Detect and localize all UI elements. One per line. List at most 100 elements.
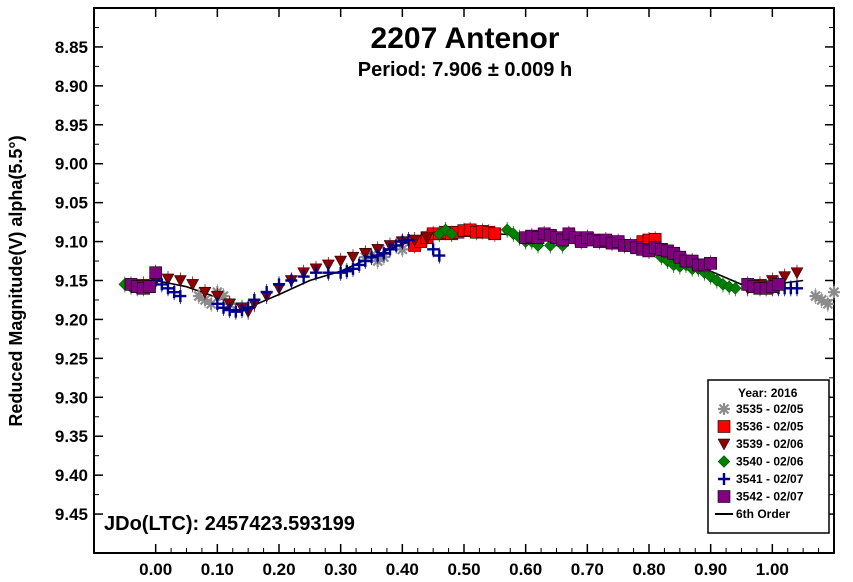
data-point	[346, 251, 360, 264]
data-point	[242, 301, 255, 314]
x-tick-label: 0.30	[324, 560, 357, 579]
data-point	[340, 265, 353, 278]
legend-label: 3540 - 02/06	[736, 455, 804, 469]
data-point	[500, 223, 514, 237]
y-tick-label: 9.35	[55, 427, 88, 446]
chart-title: 2207 Antenor	[371, 22, 560, 55]
data-point	[205, 297, 218, 310]
data-point	[402, 234, 415, 247]
data-point	[359, 255, 372, 268]
data-point	[217, 290, 230, 303]
data-point	[815, 293, 828, 306]
data-point	[198, 286, 212, 299]
y-tick-label: 9.30	[55, 388, 88, 407]
data-point	[427, 243, 440, 256]
y-tick-label: 9.20	[55, 310, 88, 329]
x-tick-label: 0.70	[571, 560, 604, 579]
legend-marker	[717, 455, 731, 468]
data-point	[384, 243, 396, 256]
data-point	[192, 290, 205, 303]
x-tick-label: 0.60	[509, 560, 542, 579]
data-point	[162, 282, 174, 295]
data-point	[217, 301, 230, 314]
legend-title: Year: 2016	[738, 386, 798, 400]
data-point	[809, 290, 822, 303]
y-tick-label: 9.05	[55, 194, 88, 213]
x-tick-label: 0.80	[632, 560, 665, 579]
data-points-layer	[118, 221, 840, 320]
x-tick-label: 0.40	[386, 560, 419, 579]
data-point	[211, 297, 224, 310]
x-tick-label: 0.00	[139, 560, 172, 579]
data-point	[445, 227, 459, 241]
data-point	[371, 249, 384, 262]
data-point	[229, 305, 242, 318]
y-tick-label: 9.15	[55, 272, 88, 291]
y-tick-label: 9.40	[55, 466, 88, 485]
data-point	[488, 227, 502, 241]
legend-marker	[717, 420, 731, 433]
data-point	[186, 279, 200, 291]
x-tick-label: 0.20	[262, 560, 295, 579]
data-point	[778, 271, 792, 284]
data-point	[174, 290, 187, 303]
data-point	[791, 282, 803, 295]
legend-label: 3541 - 02/07	[736, 472, 804, 486]
data-point	[420, 232, 434, 245]
legend-marker	[718, 473, 730, 485]
data-point	[347, 262, 359, 275]
data-point	[377, 247, 390, 260]
x-tick-label: 1.00	[756, 560, 789, 579]
data-point	[168, 286, 181, 299]
y-tick-label: 9.10	[55, 233, 88, 252]
data-point	[248, 293, 261, 306]
data-point	[334, 255, 348, 268]
data-point	[285, 274, 298, 287]
data-point	[365, 251, 378, 264]
x-axis-ticks: 0.00 0.10 0.20 0.30 0.40 0.50 0.60 0.70 0.80 0.90…	[139, 8, 820, 579]
data-point	[790, 267, 804, 280]
legend: Year: 2016 3535 - 02/05 3536 - 02/05 3539 …	[707, 379, 830, 534]
jdo-annotation: JDo(LTC): 2457423.593199	[104, 513, 355, 535]
data-point	[161, 273, 175, 286]
legend-marker	[718, 403, 730, 415]
y-tick-label: 9.00	[55, 155, 88, 174]
data-point	[390, 239, 403, 252]
data-point	[273, 278, 285, 291]
legend-entries: 3535 - 02/05 3536 - 02/05 3539 - 02/06 3540…	[715, 402, 804, 521]
data-point	[821, 297, 834, 310]
legend-label: 3535 - 02/05	[736, 402, 804, 416]
data-point	[236, 304, 248, 317]
data-point	[297, 270, 310, 283]
data-point	[772, 278, 785, 291]
chart-subtitle: Period: 7.906 ± 0.009 h	[358, 59, 572, 81]
data-point	[149, 266, 162, 280]
x-tick-label: 0.90	[694, 560, 727, 579]
data-point	[396, 235, 409, 248]
data-point	[310, 266, 322, 279]
y-tick-label: 9.25	[55, 349, 88, 368]
data-point	[260, 286, 273, 299]
data-point	[828, 286, 840, 299]
data-point	[728, 281, 742, 295]
data-point	[433, 249, 446, 262]
data-point	[353, 258, 366, 271]
y-tick-label: 8.95	[55, 116, 88, 135]
legend-label: 6th Order	[736, 507, 790, 521]
x-tick-label: 0.10	[201, 560, 234, 579]
legend-label: 3542 - 02/07	[736, 490, 804, 504]
y-tick-label: 8.85	[55, 38, 88, 57]
y-tick-label: 8.90	[55, 77, 88, 96]
legend-marker	[717, 438, 731, 451]
data-point	[334, 266, 347, 279]
data-point	[143, 280, 156, 294]
legend-marker	[717, 490, 731, 503]
x-tick-label: 0.50	[447, 560, 480, 579]
data-point	[704, 257, 717, 270]
data-point	[173, 275, 187, 288]
data-point	[322, 266, 335, 279]
data-point	[223, 304, 236, 317]
y-tick-label: 9.45	[55, 505, 88, 524]
y-axis-label: Reduced Magnitude(V) alpha(5.5°)	[6, 135, 26, 426]
